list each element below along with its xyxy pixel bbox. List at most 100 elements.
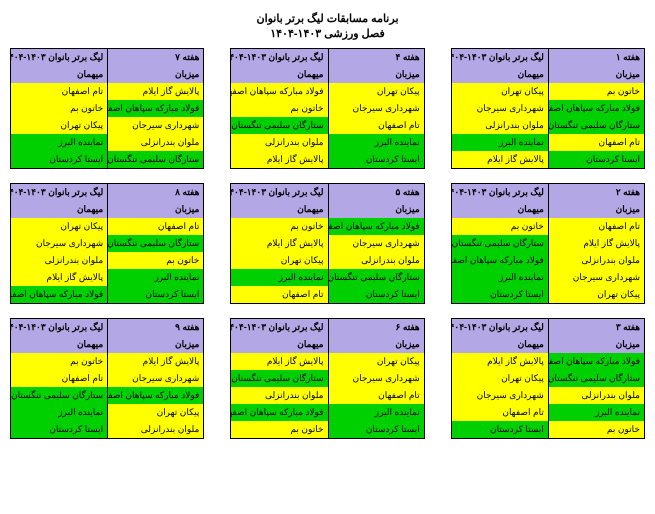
- host-cell: ملوان بندرانزلی: [107, 421, 203, 438]
- host-cell: ایستا کردستان: [548, 151, 644, 168]
- week-label: هفته ۸: [107, 184, 203, 201]
- columns-header: میزبانمیهمان: [452, 201, 644, 218]
- week-header: هفته ۵لیگ برتر بانوان ۱۴۰۳-۱۴۰۴: [231, 184, 423, 201]
- host-cell: پالایش گاز ایلام: [107, 83, 203, 100]
- host-cell: فولاد مبارکه سپاهان اصفهان: [548, 353, 644, 370]
- match-row: تام اصفهانپیکان تهران: [11, 218, 203, 235]
- columns-header: میزبانمیهمان: [11, 336, 203, 353]
- guest-cell: پالایش گاز ایلام: [231, 151, 327, 168]
- host-cell: خاتون بم: [548, 83, 644, 100]
- guest-cell: پالایش گاز ایلام: [231, 235, 327, 252]
- host-cell: پیکان تهران: [107, 404, 203, 421]
- match-row: پیکان تهرانپالایش گاز ایلام: [231, 353, 423, 370]
- week-card: هفته ۵لیگ برتر بانوان ۱۴۰۳-۱۴۰۴میزبانمیه…: [230, 183, 424, 304]
- match-row: ستارگان سلیمی تنگستاننماینده البرز: [231, 269, 423, 286]
- guest-cell: ایستا کردستان: [11, 421, 107, 438]
- host-cell: ایستا کردستان: [107, 286, 203, 303]
- columns-header: میزبانمیهمان: [11, 201, 203, 218]
- guest-cell: نماینده البرز: [11, 134, 107, 151]
- guest-cell: ستارگان سلیمی تنگستان: [231, 370, 327, 387]
- host-cell: ستارگان سلیمی تنگستان: [548, 370, 644, 387]
- guest-cell: ایستا کردستان: [452, 421, 548, 438]
- guest-header: میهمان: [452, 66, 548, 83]
- guest-cell: نماینده البرز: [452, 269, 548, 286]
- guest-cell: خاتون بم: [11, 353, 107, 370]
- schedule-grid: هفته ۱لیگ برتر بانوان ۱۴۰۳-۱۴۰۴میزبانمیه…: [10, 48, 645, 439]
- guest-cell: ایستا کردستان: [452, 286, 548, 303]
- guest-cell: ملوان بندرانزلی: [11, 252, 107, 269]
- guest-cell: ملوان بندرانزلی: [452, 117, 548, 134]
- week-header: هفته ۹لیگ برتر بانوان ۱۴۰۳-۱۴۰۴: [11, 319, 203, 336]
- guest-cell: فولاد مبارکه سپاهان اصفهان: [11, 286, 107, 303]
- guest-header: میهمان: [231, 336, 327, 353]
- host-header: میزبان: [548, 201, 644, 218]
- match-row: ملوان بندرانزلیایستا کردستان: [11, 421, 203, 438]
- host-cell: ستارگان سلیمی تنگستان: [107, 235, 203, 252]
- host-cell: خاتون بم: [548, 421, 644, 438]
- host-cell: شهرداری سیرجان: [328, 100, 424, 117]
- match-row: شهرداری سیرجانخاتون بم: [231, 100, 423, 117]
- match-row: ستارگان سلیمی تنگستانایستا کردستان: [11, 151, 203, 168]
- match-row: خاتون بمایستا کردستان: [452, 421, 644, 438]
- guest-cell: تام اصفهان: [231, 286, 327, 303]
- host-cell: پیکان تهران: [548, 286, 644, 303]
- match-row: ملوان بندرانزلیفولاد مبارکه سپاهان اصفها…: [452, 252, 644, 269]
- host-cell: ایستا کردستان: [328, 286, 424, 303]
- host-cell: ملوان بندرانزلی: [548, 252, 644, 269]
- host-cell: نماینده البرز: [107, 269, 203, 286]
- host-cell: فولاد مبارکه سپاهان اصفهان: [107, 100, 203, 117]
- week-label: هفته ۲: [548, 184, 644, 201]
- guest-header: میهمان: [231, 201, 327, 218]
- host-header: میزبان: [328, 66, 424, 83]
- week-header: هفته ۸لیگ برتر بانوان ۱۴۰۳-۱۴۰۴: [11, 184, 203, 201]
- week-label: هفته ۹: [107, 319, 203, 336]
- guest-cell: خاتون بم: [452, 218, 548, 235]
- host-cell: شهرداری سیرجان: [548, 269, 644, 286]
- match-row: ملوان بندرانزلیپیکان تهران: [231, 252, 423, 269]
- guest-header: میهمان: [452, 336, 548, 353]
- match-row: شهرداری سیرجانستارگان سلیمی تنگستان: [231, 370, 423, 387]
- week-label: هفته ۴: [328, 49, 424, 66]
- match-row: نماینده البرزملوان بندرانزلی: [231, 134, 423, 151]
- match-row: پیکان تهرانایستا کردستان: [452, 286, 644, 303]
- guest-cell: ستارگان سلیمی تنگستان: [11, 387, 107, 404]
- match-row: پالایش گاز ایلامتام اصفهان: [11, 83, 203, 100]
- host-cell: تام اصفهان: [328, 387, 424, 404]
- host-cell: ستارگان سلیمی تنگستان: [548, 117, 644, 134]
- title-line-2: فصل ورزشی ۱۴۰۳-۱۴۰۴: [10, 27, 645, 40]
- host-cell: نماینده البرز: [328, 404, 424, 421]
- host-cell: شهرداری سیرجان: [107, 117, 203, 134]
- league-label: لیگ برتر بانوان ۱۴۰۳-۱۴۰۴: [231, 49, 327, 66]
- match-row: ایستا کردستانفولاد مبارکه سپاهان اصفهان: [11, 286, 203, 303]
- guest-header: میهمان: [11, 336, 107, 353]
- guest-cell: خاتون بم: [231, 218, 327, 235]
- host-header: میزبان: [107, 336, 203, 353]
- match-row: تام اصفهاننماینده البرز: [452, 134, 644, 151]
- match-row: تام اصفهانستارگان سلیمی تنگستان: [231, 117, 423, 134]
- match-row: ایستا کردستانپالایش گاز ایلام: [231, 151, 423, 168]
- week-label: هفته ۵: [328, 184, 424, 201]
- guest-cell: پیکان تهران: [11, 117, 107, 134]
- host-cell: ستارگان سلیمی تنگستان: [107, 151, 203, 168]
- guest-cell: خاتون بم: [11, 100, 107, 117]
- week-header: هفته ۶لیگ برتر بانوان ۱۴۰۳-۱۴۰۴: [231, 319, 423, 336]
- guest-cell: ملوان بندرانزلی: [231, 134, 327, 151]
- guest-cell: تام اصفهان: [452, 404, 548, 421]
- guest-cell: تام اصفهان: [11, 83, 107, 100]
- league-label: لیگ برتر بانوان ۱۴۰۳-۱۴۰۴: [452, 49, 548, 66]
- host-cell: پیکان تهران: [328, 353, 424, 370]
- host-header: میزبان: [107, 201, 203, 218]
- match-row: تام اصفهانملوان بندرانزلی: [231, 387, 423, 404]
- match-row: ایستا کردستانتام اصفهان: [231, 286, 423, 303]
- host-header: میزبان: [328, 336, 424, 353]
- match-row: ایستا کردستانپالایش گاز ایلام: [452, 151, 644, 168]
- league-label: لیگ برتر بانوان ۱۴۰۳-۱۴۰۴: [11, 184, 107, 201]
- guest-cell: پالایش گاز ایلام: [11, 269, 107, 286]
- match-row: فولاد مبارکه سپاهان اصفهانخاتون بم: [231, 218, 423, 235]
- host-cell: پیکان تهران: [328, 83, 424, 100]
- match-row: پیکان تهرانفولاد مبارکه سپاهان اصفهان: [231, 83, 423, 100]
- week-label: هفته ۱: [548, 49, 644, 66]
- guest-cell: پالایش گاز ایلام: [452, 353, 548, 370]
- host-cell: تام اصفهان: [548, 134, 644, 151]
- match-row: خاتون بمملوان بندرانزلی: [11, 252, 203, 269]
